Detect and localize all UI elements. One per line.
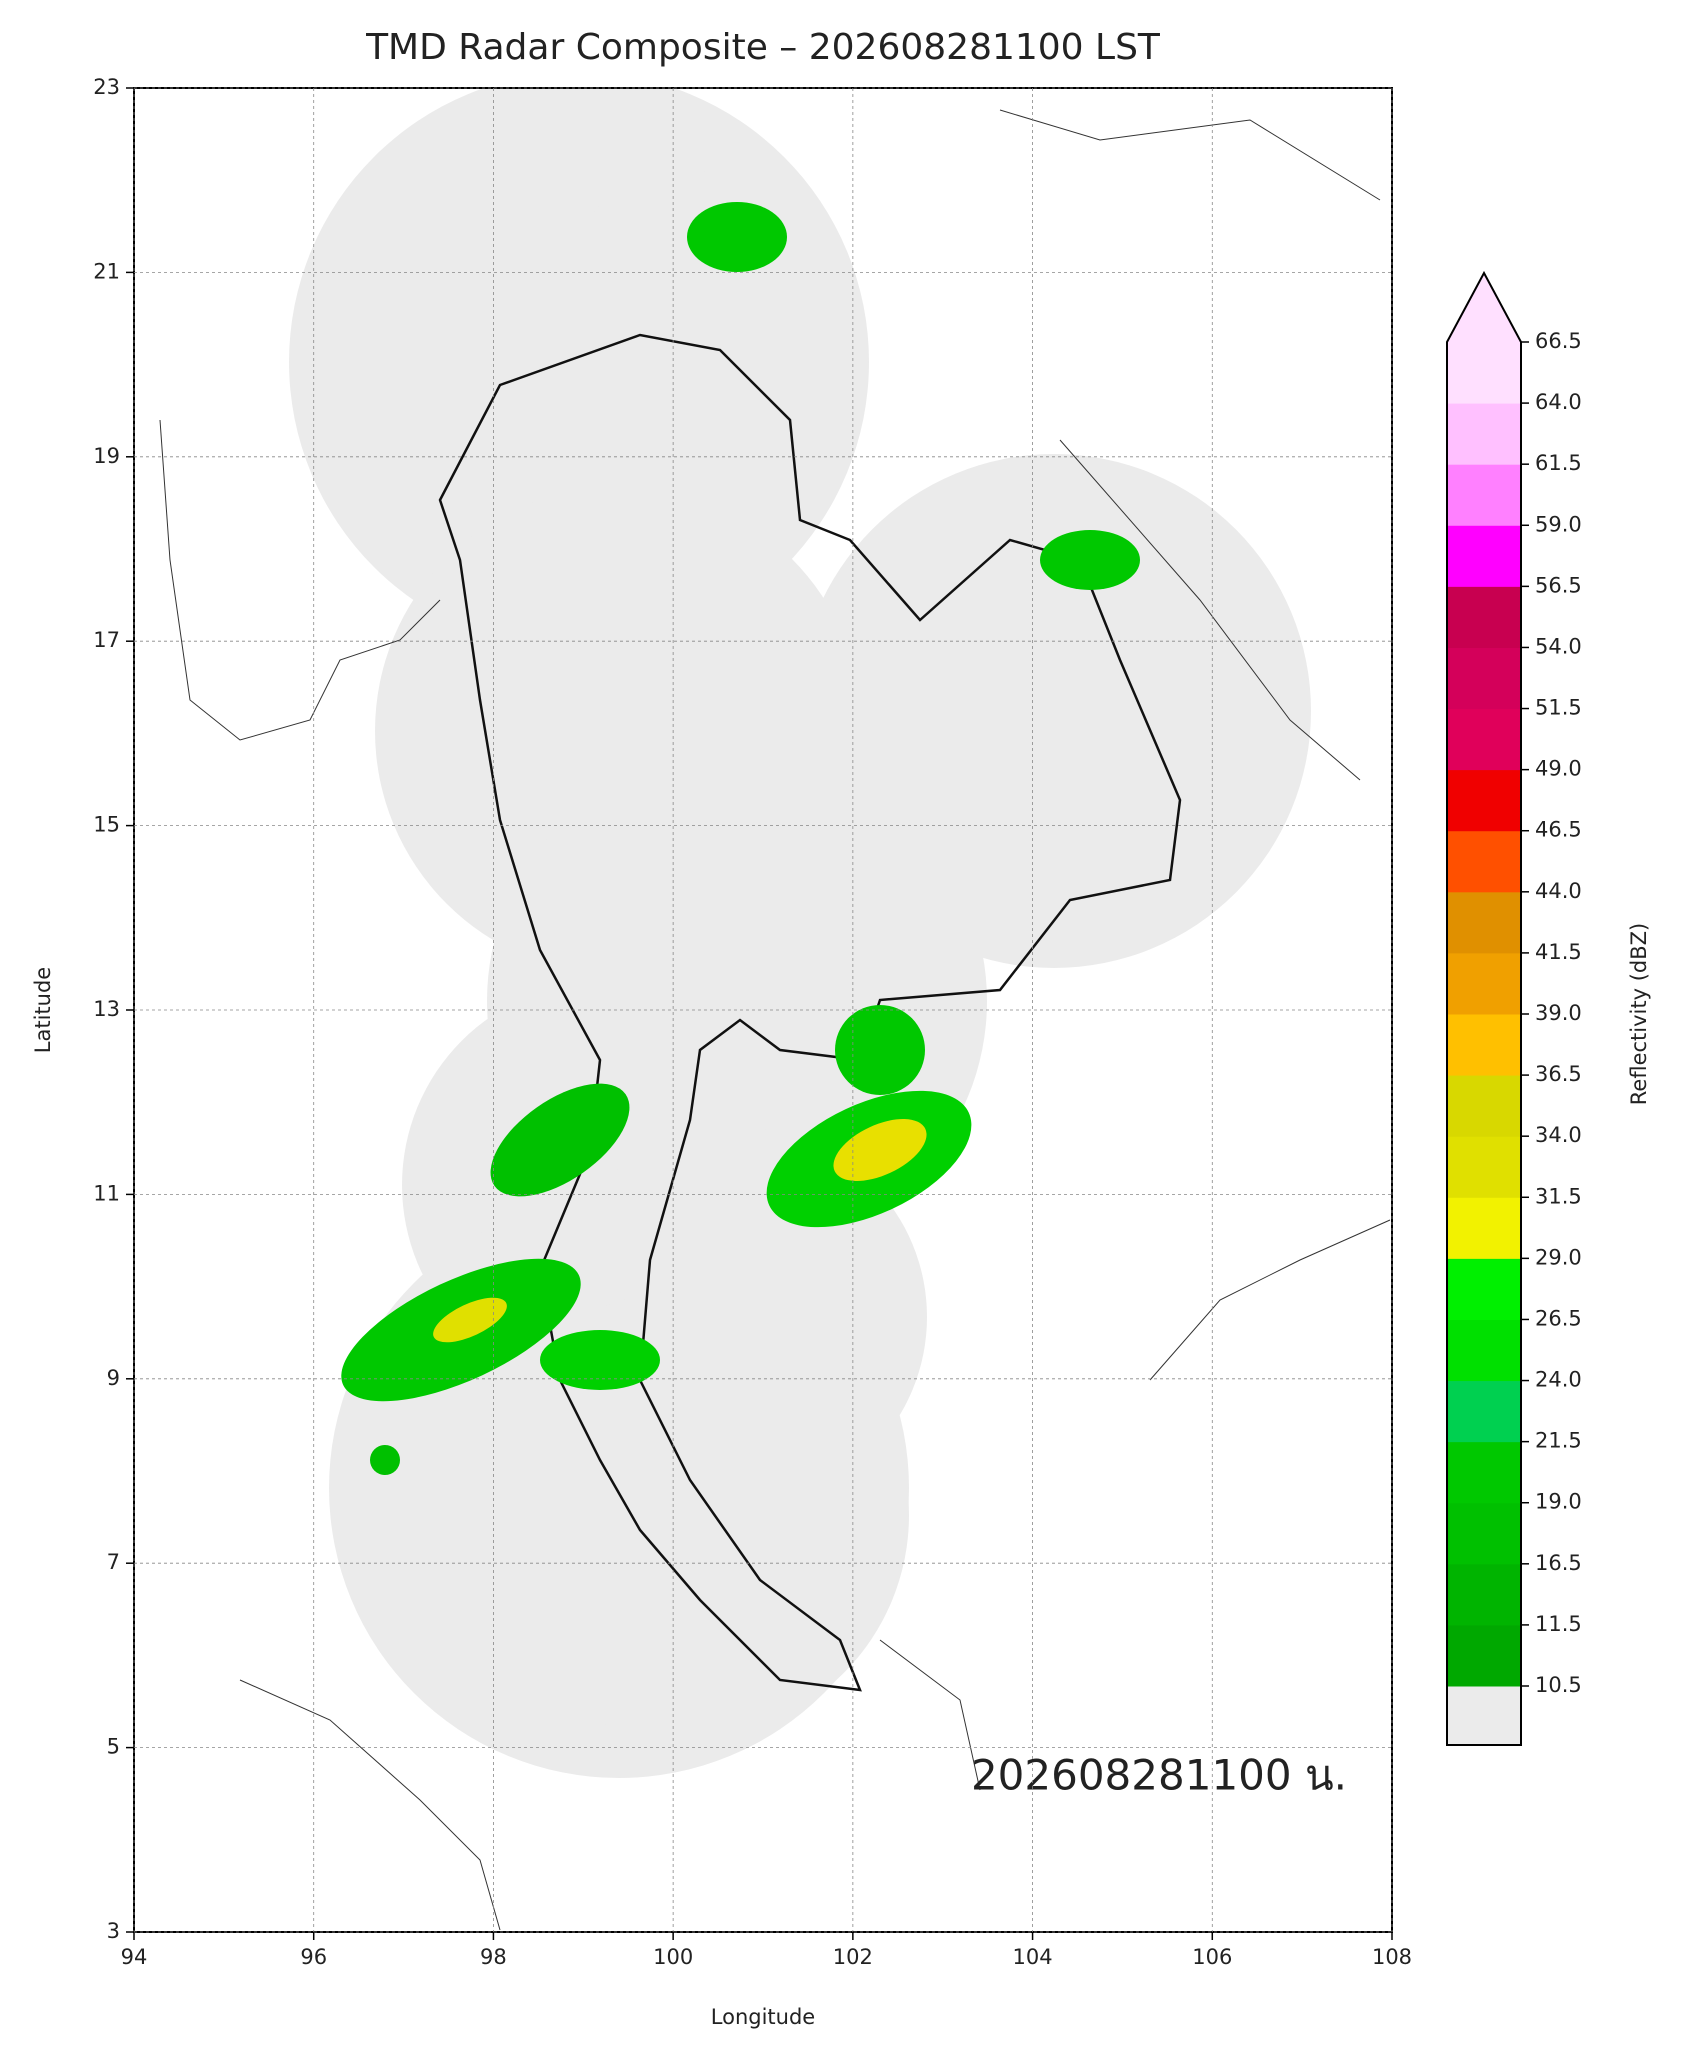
- colorbar-segment: [1447, 1624, 1521, 1687]
- colorbar-tick-label: 21.5: [1535, 1429, 1582, 1453]
- colorbar-tick-label: 44.0: [1535, 879, 1582, 903]
- colorbar-segment: [1447, 1502, 1521, 1565]
- colorbar-tick-label: 31.5: [1535, 1184, 1582, 1208]
- colorbar-tick-label: 26.5: [1535, 1306, 1582, 1330]
- echo: [1040, 530, 1140, 590]
- colorbar-segment: [1447, 1136, 1521, 1198]
- y-tick-label: 21: [93, 259, 120, 283]
- colorbar-tick-label: 49.0: [1535, 757, 1582, 781]
- colorbar-segment: [1447, 1075, 1521, 1137]
- colorbar-segment: [1447, 708, 1521, 771]
- y-tick-label: 5: [107, 1735, 120, 1759]
- radar-coverage: [159, 88, 1391, 1931]
- colorbar-tick-label: 29.0: [1535, 1245, 1582, 1269]
- echoes: [341, 202, 1140, 1475]
- echo: [833, 1119, 927, 1181]
- colorbar-extend: [1447, 273, 1521, 342]
- colorbar-segment: [1447, 1380, 1521, 1443]
- y-tick-label: 13: [93, 997, 120, 1021]
- colorbar-tick-label: 39.0: [1535, 1001, 1582, 1025]
- x-axis-label: Longitude: [711, 2005, 815, 2029]
- y-axis-label: Latitude: [31, 967, 55, 1053]
- colorbar-segment: [1447, 952, 1521, 1015]
- coverage: [461, 1291, 909, 1739]
- echo: [370, 1445, 400, 1475]
- colorbar-segment: [1447, 1563, 1521, 1626]
- colorbar-tick-label: 16.5: [1535, 1551, 1582, 1575]
- y-tick-label: 23: [93, 75, 120, 99]
- colorbar-segment: [1447, 1258, 1521, 1320]
- y-tick-label: 11: [93, 1181, 120, 1205]
- x-tick-label: 98: [480, 1945, 507, 1969]
- colorbar-tick-label: 24.0: [1535, 1368, 1582, 1392]
- echo: [433, 1297, 507, 1343]
- colorbar-segment: [1447, 464, 1521, 526]
- x-tick-label: 104: [1013, 1945, 1053, 1969]
- colorbar-label: Reflectivity (dBZ): [1627, 923, 1651, 1105]
- colorbar-frame: [1446, 270, 1522, 1746]
- colorbar-tick-label: 34.0: [1535, 1123, 1582, 1147]
- annotation: 202608281100 น.: [971, 1751, 1347, 1800]
- colorbar-under: [1447, 1686, 1521, 1745]
- y-tick-label: 19: [93, 444, 120, 468]
- colorbar-tick-label: 36.5: [1535, 1062, 1582, 1086]
- x-tick-label: 106: [1192, 1945, 1232, 1969]
- x-tick-label: 96: [300, 1945, 327, 1969]
- colorbar-segment: [1447, 1014, 1521, 1076]
- colorbar-tick-label: 10.5: [1535, 1673, 1582, 1697]
- x-tick-label: 94: [121, 1945, 148, 1969]
- colorbar-segment: [1447, 1441, 1521, 1504]
- echo: [835, 1005, 925, 1095]
- coverage: [565, 170, 805, 410]
- x-tick-label: 102: [833, 1945, 873, 1969]
- y-tick-label: 7: [107, 1550, 120, 1574]
- colorbar-tick-label: 54.0: [1535, 634, 1582, 658]
- coastline: [159, 109, 1391, 1931]
- chart-title: TMD Radar Composite – 202608281100 LST: [365, 27, 1161, 68]
- colorbar-tick-label: 46.5: [1535, 818, 1582, 842]
- colorbar-tick-label: 59.0: [1535, 512, 1582, 536]
- colorbar-segment: [1447, 525, 1521, 587]
- colorbar-segment: [1447, 403, 1521, 465]
- echo: [540, 1330, 660, 1390]
- echo: [687, 202, 787, 272]
- colorbar-segment: [1447, 1197, 1521, 1259]
- colorbar-tick-label: 56.5: [1535, 573, 1582, 597]
- colorbar-segment: [1447, 647, 1521, 710]
- x-tick-label: 108: [1372, 1945, 1412, 1969]
- colorbar-tick-label: 61.5: [1535, 451, 1582, 475]
- colorbar-segment: [1447, 769, 1521, 832]
- y-tick-label: 9: [107, 1366, 120, 1390]
- colorbar-tick-label: 11.5: [1535, 1612, 1582, 1636]
- colorbar-tick-label: 19.0: [1535, 1490, 1582, 1514]
- colorbar-segment: [1447, 342, 1521, 404]
- echo: [490, 1083, 630, 1197]
- x-tick-label: 100: [653, 1945, 693, 1969]
- colorbar-tick-label: 64.0: [1535, 390, 1582, 414]
- colorbar-segment: [1447, 891, 1521, 954]
- colorbar-tick-label: 51.5: [1535, 696, 1582, 720]
- colorbar-segment: [1447, 1319, 1521, 1382]
- colorbar-tick-label: 66.5: [1535, 329, 1582, 353]
- colorbar-segment: [1447, 830, 1521, 893]
- y-tick-label: 3: [107, 1919, 120, 1943]
- colorbar-tick-label: 41.5: [1535, 940, 1582, 964]
- colorbar-segment: [1447, 586, 1521, 648]
- y-tick-label: 17: [93, 628, 120, 652]
- y-tick-label: 15: [93, 813, 120, 837]
